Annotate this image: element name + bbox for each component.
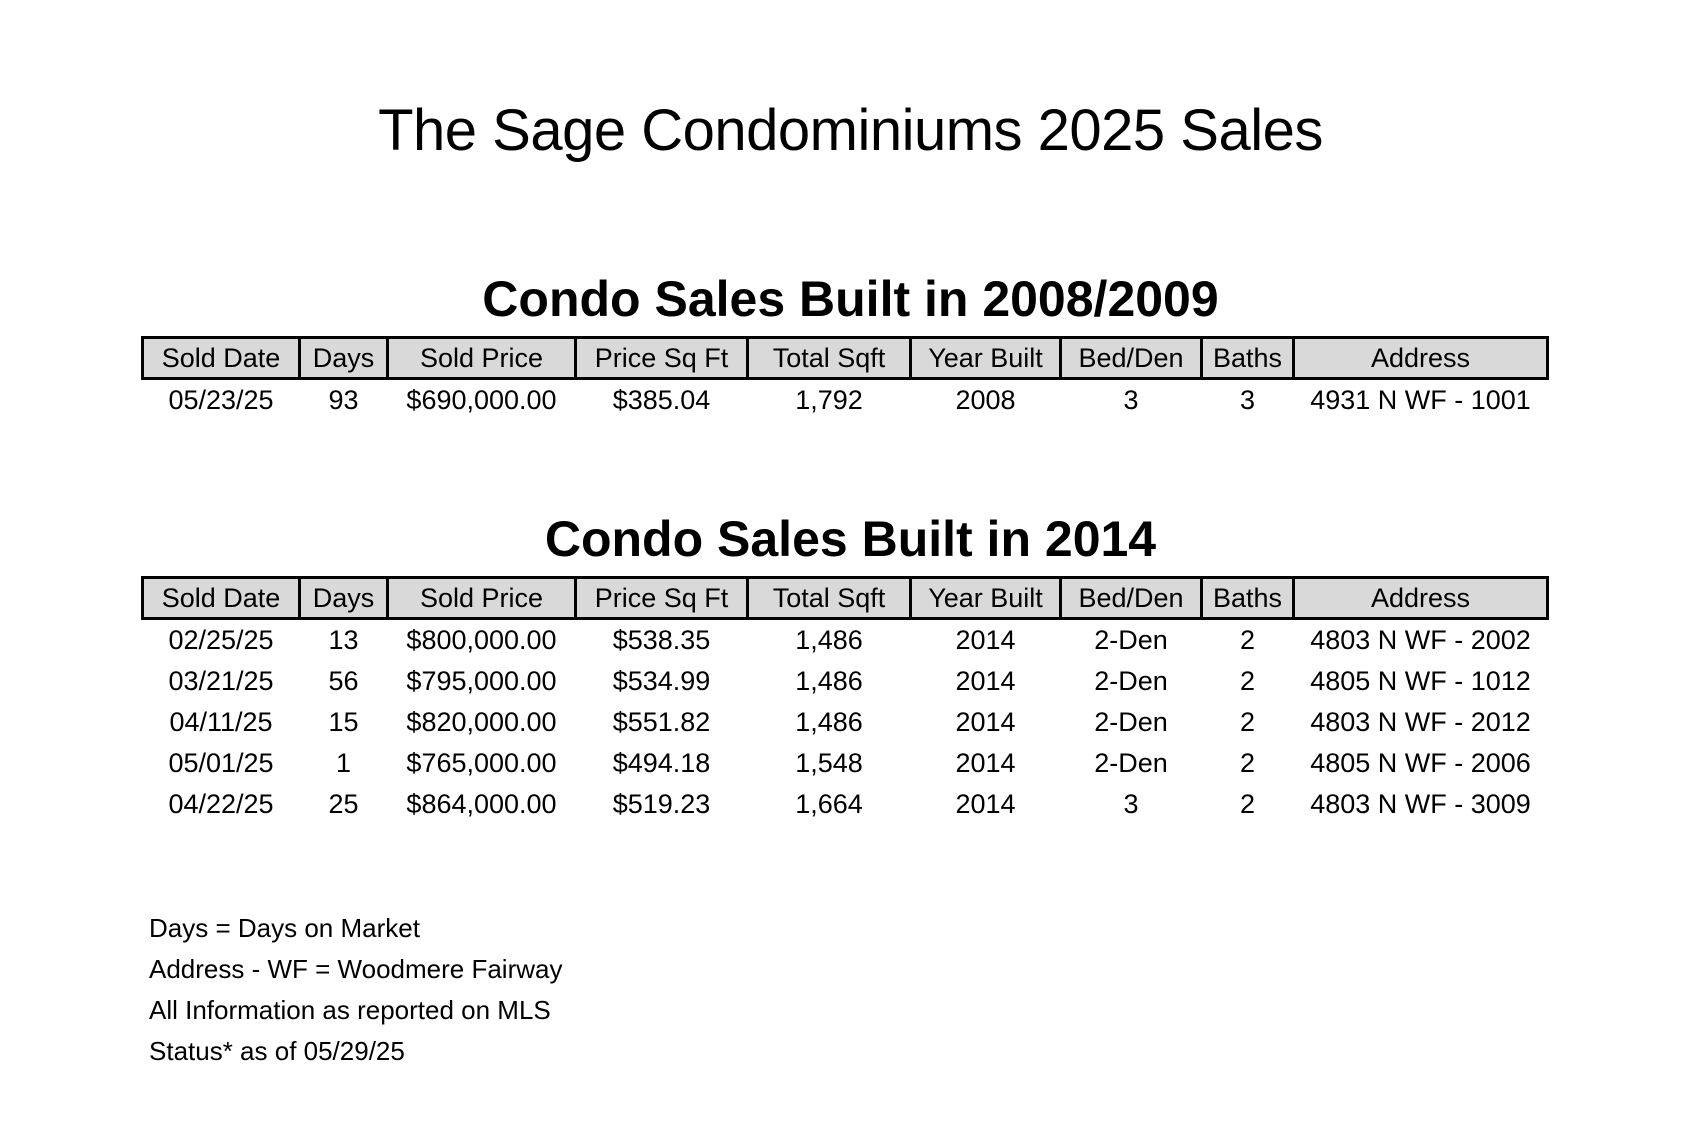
cell-total-sqft: 1,486	[795, 707, 863, 737]
cell-days: 56	[328, 666, 359, 696]
cell-baths: 2	[1239, 707, 1256, 737]
column-header-price-sq-ft: Price Sq Ft	[574, 336, 749, 380]
column-header-price-sq-ft: Price Sq Ft	[574, 576, 749, 620]
sales-table-2008-2009: Sold Date Days Sold Price Price Sq Ft To…	[141, 336, 1549, 421]
section-title-2014: Condo Sales Built in 2014	[544, 511, 1157, 567]
cell-bed-den: 3	[1123, 789, 1139, 819]
cell-days: 1	[335, 748, 352, 778]
cell-sold-date: 05/23/25	[168, 385, 274, 415]
footnotes: Days = Days on Market Address - WF = Woo…	[149, 908, 562, 1072]
table-header-row: Sold Date Days Sold Price Price Sq Ft To…	[141, 336, 1549, 380]
cell-days: 25	[328, 789, 359, 819]
sales-table-2014: Sold Date Days Sold Price Price Sq Ft To…	[141, 576, 1549, 825]
column-header-year-built: Year Built	[909, 576, 1062, 620]
column-header-baths: Baths	[1200, 336, 1295, 380]
cell-days: 93	[328, 385, 359, 415]
cell-price-sq-ft: $494.18	[612, 748, 711, 778]
cell-address: 4803 N WF - 2012	[1310, 707, 1531, 737]
footnote-address: Address - WF = Woodmere Fairway	[149, 954, 563, 984]
column-header-bed-den: Bed/Den	[1059, 336, 1203, 380]
cell-baths: 3	[1239, 385, 1256, 415]
cell-total-sqft: 1,664	[795, 789, 863, 819]
footnote-source: All Information as reported on MLS	[149, 995, 551, 1025]
cell-baths: 2	[1239, 666, 1256, 696]
cell-bed-den: 2-Den	[1094, 666, 1168, 696]
cell-baths: 2	[1239, 748, 1256, 778]
cell-price-sq-ft: $534.99	[612, 666, 711, 696]
table-row: 05/23/25 93 $690,000.00 $385.04 1,792 20…	[143, 379, 1548, 422]
footnote-status: Status* as of 05/29/25	[149, 1036, 405, 1066]
column-header-baths: Baths	[1200, 576, 1295, 620]
cell-year-built: 2014	[955, 625, 1016, 655]
cell-address: 4803 N WF - 2002	[1310, 625, 1531, 655]
table-row: 04/22/25 25 $864,000.00 $519.23 1,664 20…	[143, 784, 1548, 825]
column-header-total-sqft: Total Sqft	[746, 336, 912, 380]
table-row: 04/11/25 15 $820,000.00 $551.82 1,486 20…	[143, 702, 1548, 743]
cell-address: 4805 N WF - 1012	[1310, 666, 1531, 696]
cell-total-sqft: 1,792	[795, 385, 863, 415]
column-header-sold-price: Sold Price	[386, 576, 577, 620]
table-row: 05/01/25 1 $765,000.00 $494.18 1,548 201…	[143, 743, 1548, 784]
column-header-bed-den: Bed/Den	[1059, 576, 1203, 620]
cell-days: 15	[328, 707, 359, 737]
cell-days: 13	[328, 625, 359, 655]
column-header-total-sqft: Total Sqft	[746, 576, 912, 620]
cell-sold-date: 04/22/25	[168, 789, 274, 819]
table-row: 03/21/25 56 $795,000.00 $534.99 1,486 20…	[143, 661, 1548, 702]
page-title: The Sage Condominiums 2025 Sales	[378, 98, 1323, 163]
cell-sold-date: 02/25/25	[168, 625, 274, 655]
cell-bed-den: 2-Den	[1094, 625, 1168, 655]
cell-year-built: 2014	[955, 748, 1016, 778]
cell-year-built: 2014	[955, 789, 1016, 819]
cell-sold-date: 03/21/25	[168, 666, 274, 696]
cell-baths: 2	[1239, 789, 1256, 819]
cell-year-built: 2014	[955, 666, 1016, 696]
cell-price-sq-ft: $385.04	[612, 385, 711, 415]
footnote-days: Days = Days on Market	[149, 913, 420, 943]
column-header-days: Days	[298, 336, 389, 380]
column-header-days: Days	[298, 576, 389, 620]
cell-year-built: 2014	[955, 707, 1016, 737]
cell-bed-den: 2-Den	[1094, 707, 1168, 737]
column-header-address: Address	[1292, 576, 1549, 620]
cell-price-sq-ft: $519.23	[612, 789, 711, 819]
cell-total-sqft: 1,486	[795, 625, 863, 655]
cell-sold-price: $765,000.00	[406, 748, 557, 778]
cell-price-sq-ft: $538.35	[612, 625, 711, 655]
cell-baths: 2	[1239, 625, 1256, 655]
cell-address: 4805 N WF - 2006	[1310, 748, 1531, 778]
cell-sold-date: 05/01/25	[168, 748, 274, 778]
cell-sold-price: $795,000.00	[406, 666, 557, 696]
column-header-sold-date: Sold Date	[141, 576, 301, 620]
cell-address: 4803 N WF - 3009	[1310, 789, 1531, 819]
column-header-sold-price: Sold Price	[386, 336, 577, 380]
cell-price-sq-ft: $551.82	[612, 707, 711, 737]
cell-bed-den: 2-Den	[1094, 748, 1168, 778]
cell-sold-price: $820,000.00	[406, 707, 557, 737]
section-title-2008-2009: Condo Sales Built in 2008/2009	[482, 271, 1219, 327]
column-header-sold-date: Sold Date	[141, 336, 301, 380]
cell-sold-date: 04/11/25	[169, 707, 273, 737]
column-header-year-built: Year Built	[909, 336, 1062, 380]
cell-sold-price: $800,000.00	[406, 625, 557, 655]
cell-total-sqft: 1,548	[795, 748, 863, 778]
cell-sold-price: $690,000.00	[406, 385, 557, 415]
cell-year-built: 2008	[955, 385, 1016, 415]
cell-total-sqft: 1,486	[795, 666, 863, 696]
cell-address: 4931 N WF - 1001	[1310, 385, 1531, 415]
table-header-row: Sold Date Days Sold Price Price Sq Ft To…	[141, 576, 1549, 620]
column-header-address: Address	[1292, 336, 1549, 380]
table-row: 02/25/25 13 $800,000.00 $538.35 1,486 20…	[143, 619, 1548, 662]
cell-sold-price: $864,000.00	[406, 789, 557, 819]
cell-bed-den: 3	[1123, 385, 1139, 415]
